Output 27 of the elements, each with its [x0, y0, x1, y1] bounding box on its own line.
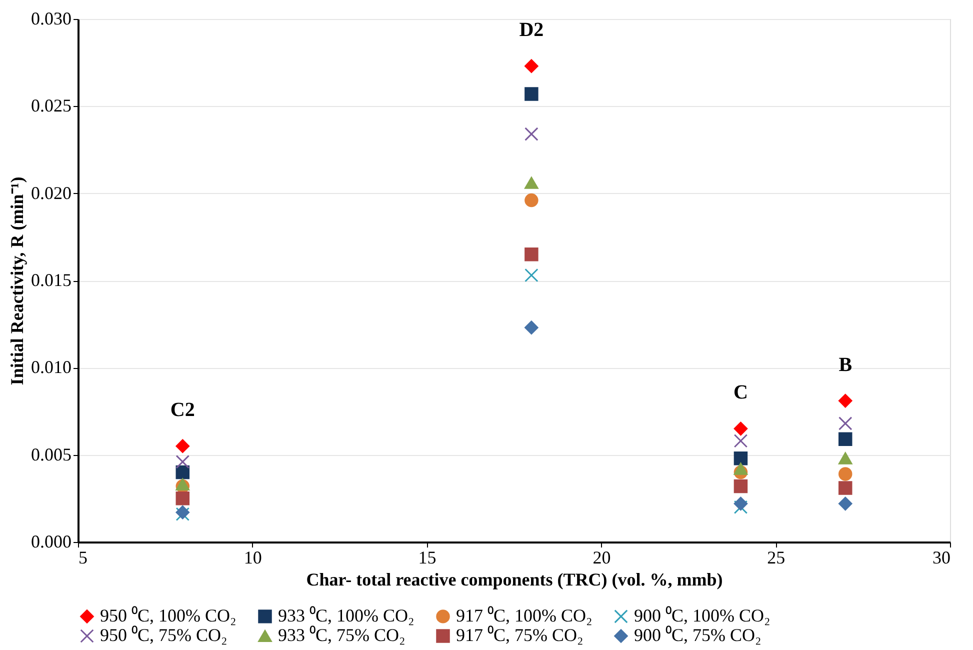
x-tick-label: 30: [932, 548, 950, 568]
legend-label: 933 ⁰C, 75% CO₂: [278, 625, 406, 645]
y-tick-label: 0.025: [31, 96, 72, 116]
annotation: C: [733, 382, 748, 404]
annotation: C2: [170, 399, 195, 422]
y-tick-label: 0.015: [31, 270, 72, 290]
x-tick-label: 20: [592, 548, 611, 568]
legend-label: 950 ⁰C, 75% CO₂: [100, 625, 228, 645]
y-tick-label: 0.030: [31, 8, 72, 28]
y-tick-label: 0.020: [31, 182, 72, 203]
x-tick-label: 5: [78, 548, 88, 568]
annotation: D2: [519, 19, 544, 42]
x-tick-label: 25: [767, 548, 786, 568]
legend-label: 917 ⁰C, 100% CO₂: [456, 605, 592, 626]
legend-label: 917 ⁰C, 75% CO₂: [456, 625, 584, 645]
y-axis-title: Initial Reactivity, R (min⁻¹): [7, 176, 27, 386]
annotation: B: [838, 354, 852, 376]
y-tick-label: 0.000: [31, 532, 72, 552]
x-tick-label: 10: [244, 548, 262, 568]
legend-label: 900 ⁰C, 75% CO₂: [634, 625, 762, 645]
legend-label: 950 ⁰C, 100% CO₂: [100, 605, 236, 626]
x-tick-label: 15: [418, 548, 436, 568]
x-axis-title: Char- total reactive components (TRC) (vol. %, mmb): [306, 570, 723, 590]
y-tick-label: 0.005: [31, 444, 72, 464]
y-tick-label: 0.010: [31, 357, 72, 378]
legend-label: 900 ⁰C, 100% CO₂: [634, 605, 770, 626]
legend-label: 933 ⁰C, 100% CO₂: [278, 605, 414, 626]
